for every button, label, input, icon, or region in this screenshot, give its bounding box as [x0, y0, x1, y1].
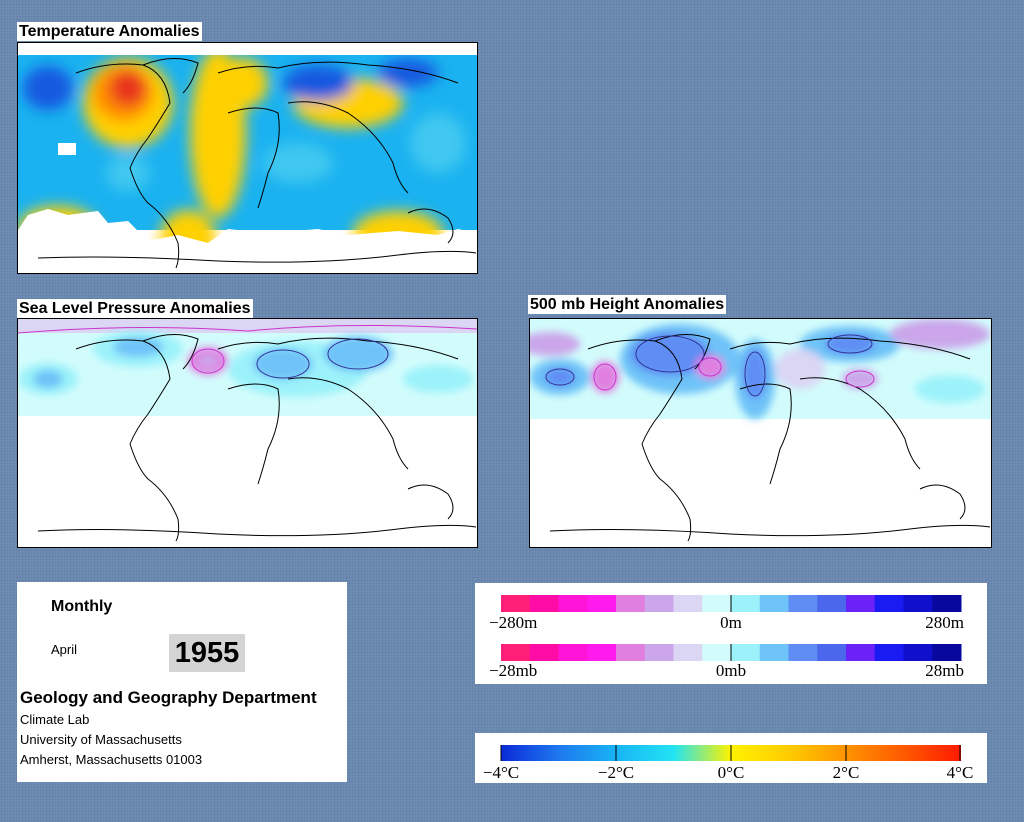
temp-label-minus4: −4°C [483, 763, 519, 782]
height-swatch [874, 595, 904, 612]
temperature-map-title: Temperature Anomalies [17, 22, 202, 41]
slp-anomaly-map [17, 318, 478, 548]
height-swatch [616, 595, 646, 612]
height-swatch [558, 595, 588, 612]
temperature-legend: −4°C −2°C 0°C 2°C 4°C [475, 733, 987, 783]
height-swatch [644, 595, 674, 612]
temp-label-plus4: 4°C [947, 763, 974, 782]
height-label-zero: 0m [720, 613, 742, 632]
height-swatch [817, 595, 847, 612]
height-swatch [846, 595, 876, 612]
temp-label-zero: 0°C [718, 763, 745, 782]
slp-swatch [846, 644, 876, 661]
temperature-anomaly-map [17, 42, 478, 274]
slp-swatch [616, 644, 646, 661]
slp-swatch [702, 644, 732, 661]
height-swatch [903, 595, 933, 612]
slp-swatch [932, 644, 962, 661]
university-name: University of Massachusetts [20, 732, 182, 747]
height-label-min: −280m [489, 613, 537, 632]
slp-swatch [673, 644, 703, 661]
height-swatch [788, 595, 818, 612]
slp-label-max: 28mb [925, 661, 964, 680]
slp-label-min: −28mb [489, 661, 537, 680]
slp-swatch [874, 644, 904, 661]
slp-map-title: Sea Level Pressure Anomalies [17, 299, 253, 318]
slp-swatch [644, 644, 674, 661]
height-swatch [529, 595, 559, 612]
height-swatch [731, 595, 761, 612]
height-swatch [501, 595, 531, 612]
slp-swatch [903, 644, 933, 661]
period-label: Monthly [51, 598, 113, 615]
department-name: Geology and Geography Department [20, 688, 317, 707]
slp-swatch [731, 644, 761, 661]
lab-name: Climate Lab [20, 712, 90, 727]
slp-swatch [759, 644, 789, 661]
month-label: April [51, 642, 78, 657]
height-label-max: 280m [925, 613, 964, 632]
slp-label-zero: 0mb [716, 661, 746, 680]
info-panel: Monthly April 1955 Geology and Geography… [17, 582, 347, 782]
slp-colorbar [501, 644, 962, 661]
year-label: 1955 [169, 634, 245, 672]
slp-swatch [529, 644, 559, 661]
height-swatch [587, 595, 617, 612]
height-swatch [932, 595, 962, 612]
temp-label-minus2: −2°C [598, 763, 634, 782]
height-swatch [759, 595, 789, 612]
height-swatch [673, 595, 703, 612]
slp-swatch [501, 644, 531, 661]
height-colorbar [501, 595, 962, 612]
height500-map-title: 500 mb Height Anomalies [528, 295, 727, 314]
slp-swatch [587, 644, 617, 661]
temp-label-plus2: 2°C [833, 763, 860, 782]
height-swatch [702, 595, 732, 612]
slp-swatch [817, 644, 847, 661]
slp-swatch [788, 644, 818, 661]
slp-swatch [558, 644, 588, 661]
height-slp-legend: −280m 0m 280m −28mb 0mb 28mb [475, 583, 987, 684]
address-line: Amherst, Massachusetts 01003 [20, 752, 203, 767]
height500-anomaly-map [529, 318, 992, 548]
